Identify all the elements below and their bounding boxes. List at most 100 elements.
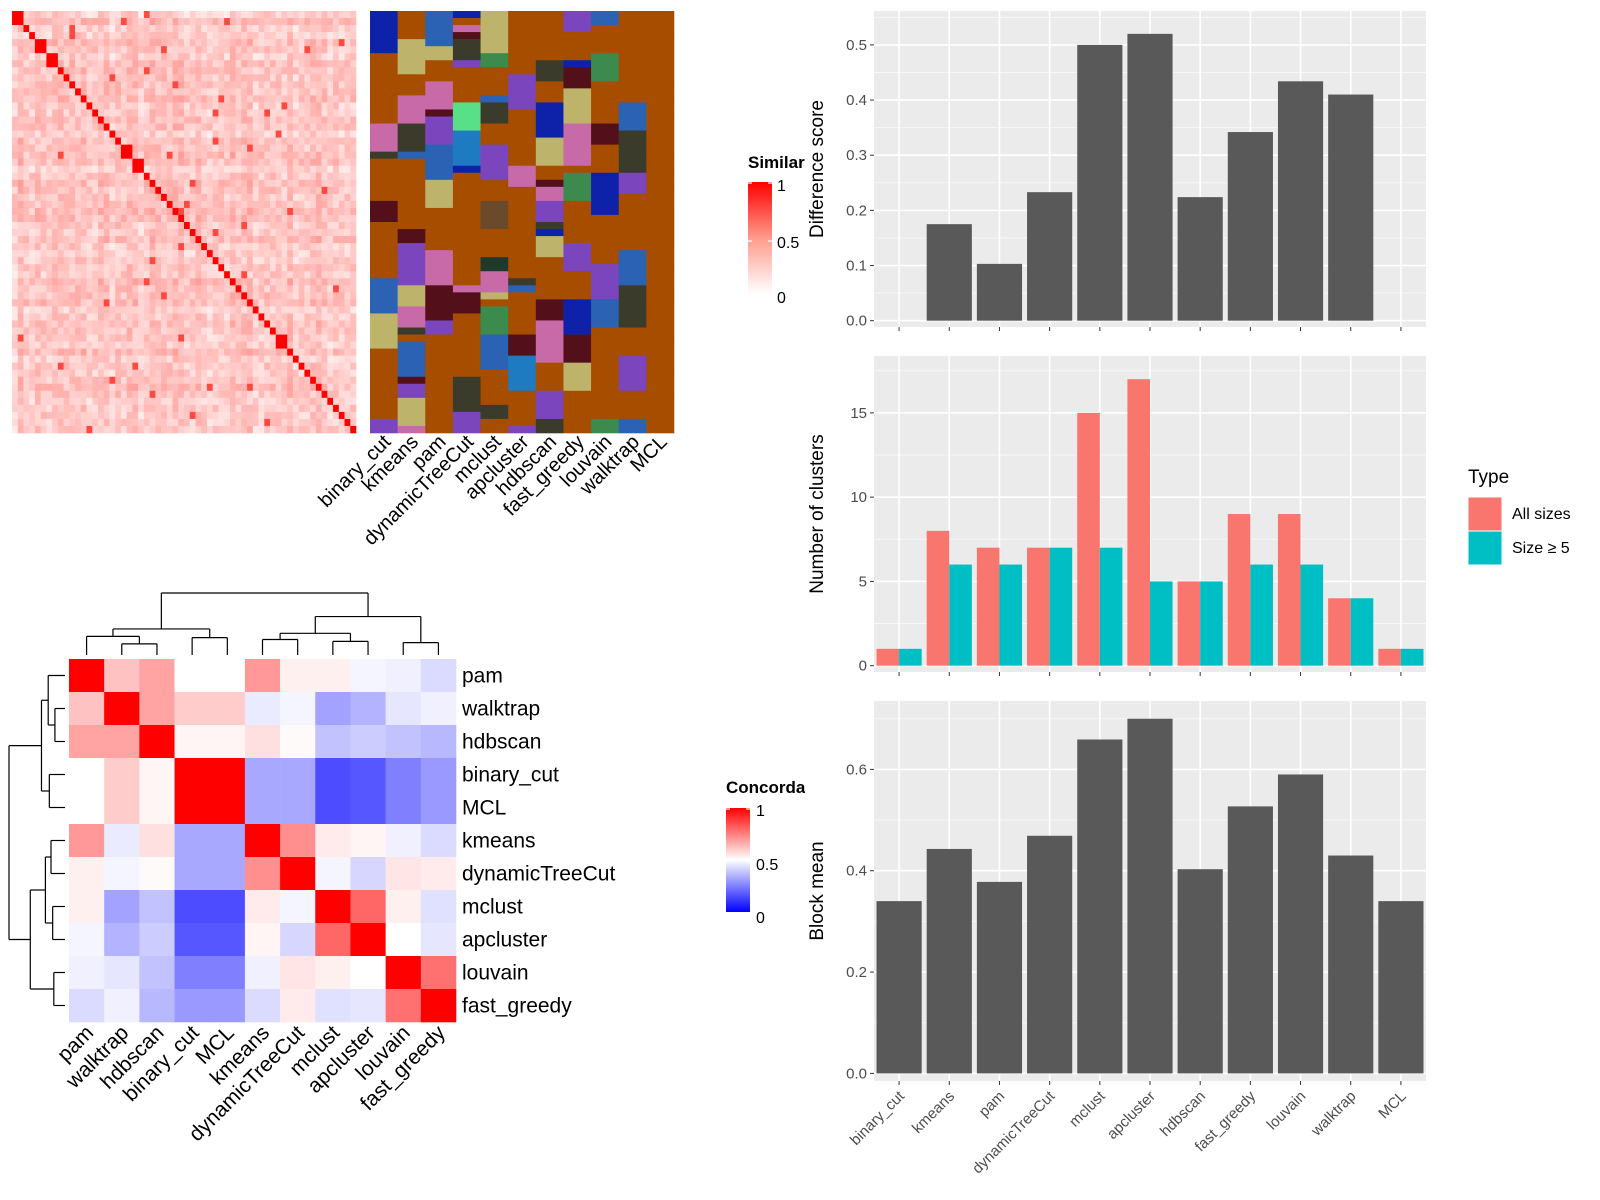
similarity-cell xyxy=(155,186,162,195)
similarity-cell xyxy=(57,348,64,356)
similarity-cell xyxy=(69,46,76,54)
similarity-cell xyxy=(258,222,265,230)
similarity-cell xyxy=(304,236,311,244)
similarity-cell xyxy=(115,285,122,293)
similarity-cell xyxy=(172,186,179,195)
similarity-cell xyxy=(315,18,322,26)
similarity-cell xyxy=(143,264,150,272)
similarity-cell xyxy=(298,186,305,195)
similarity-cell xyxy=(201,116,208,124)
similarity-cell xyxy=(86,74,93,82)
similarity-cell xyxy=(80,186,87,195)
similarity-cell xyxy=(86,130,93,138)
similarity-cell xyxy=(304,425,311,434)
similarity-cell xyxy=(252,95,259,103)
similarity-cell xyxy=(327,271,334,279)
similarity-cell xyxy=(132,334,139,342)
similarity-cell xyxy=(218,200,225,209)
bar-all-sizes xyxy=(1077,412,1100,666)
similarity-cell xyxy=(281,88,288,96)
similarity-cell xyxy=(138,158,145,167)
similarity-cell xyxy=(275,102,282,110)
similarity-cell xyxy=(86,362,93,370)
similarity-cell xyxy=(270,144,277,152)
similarity-cell xyxy=(338,151,345,159)
bar-all-sizes xyxy=(1177,581,1201,666)
similarity-cell xyxy=(321,18,328,26)
similarity-cell xyxy=(258,172,265,181)
similarity-cell xyxy=(327,390,334,399)
similarity-cell xyxy=(161,327,168,335)
similarity-cell xyxy=(201,193,208,202)
similarity-cell xyxy=(46,137,53,145)
similarity-cell xyxy=(212,369,219,378)
similarity-cell xyxy=(34,81,41,89)
similarity-cell xyxy=(126,257,133,265)
similarity-cell xyxy=(304,285,311,293)
similarity-cell xyxy=(344,306,351,314)
similarity-cell xyxy=(241,39,248,47)
similarity-cell xyxy=(212,102,219,110)
similarity-cell xyxy=(270,278,277,286)
similarity-cell xyxy=(12,320,19,328)
similarity-cell xyxy=(287,278,294,286)
similarity-cell xyxy=(103,334,110,342)
similarity-cell xyxy=(17,116,24,124)
similarity-cell xyxy=(229,292,236,300)
similarity-cell xyxy=(189,390,196,399)
similarity-cell xyxy=(23,144,30,152)
similarity-cell xyxy=(229,144,236,152)
similarity-cell xyxy=(350,236,357,244)
similarity-cell xyxy=(247,397,254,406)
similarity-cell xyxy=(98,207,105,216)
similarity-cell xyxy=(166,165,173,174)
similarity-cell xyxy=(333,222,340,230)
similarity-cell xyxy=(189,74,196,82)
similarity-cell xyxy=(235,11,242,19)
similarity-cell xyxy=(138,11,145,19)
similarity-cell xyxy=(120,362,127,370)
similarity-cell xyxy=(34,271,41,279)
similarity-cell xyxy=(344,207,351,216)
similarity-cell xyxy=(120,81,127,89)
similarity-cell xyxy=(178,306,185,314)
membership-cell xyxy=(397,376,426,385)
similarity-cell xyxy=(315,179,322,188)
similarity-cell xyxy=(350,158,357,167)
similarity-cell xyxy=(120,25,127,33)
similarity-cell xyxy=(201,285,208,293)
bar-size-ge-5 xyxy=(949,564,972,666)
similarity-cell xyxy=(184,165,191,174)
similarity-cell xyxy=(315,137,322,145)
legend-label-size-ge-5: Size ≥ 5 xyxy=(1512,540,1570,557)
similarity-cell xyxy=(34,60,41,68)
similarity-cell xyxy=(161,18,168,26)
similarity-cell xyxy=(189,172,196,181)
similarity-cell xyxy=(172,130,179,138)
similarity-cell xyxy=(34,306,41,314)
membership-cell xyxy=(480,292,509,300)
similarity-cell xyxy=(115,306,122,314)
similarity-cell xyxy=(161,257,168,265)
similarity-cell xyxy=(258,158,265,167)
similarity-cell xyxy=(126,250,133,258)
similarity-cell xyxy=(218,376,225,385)
similarity-cell xyxy=(23,123,30,131)
similarity-cell xyxy=(344,383,351,392)
similarity-cell xyxy=(98,81,105,89)
similarity-cell xyxy=(29,404,36,413)
similarity-cell xyxy=(350,334,357,342)
similarity-cell xyxy=(235,292,242,300)
similarity-cell xyxy=(92,179,99,188)
similarity-cell xyxy=(120,369,127,378)
similarity-cell xyxy=(241,165,248,174)
concordance-cell xyxy=(139,758,175,792)
similarity-cell xyxy=(143,229,150,237)
similarity-cell xyxy=(333,74,340,82)
similarity-cell xyxy=(172,207,179,216)
similarity-cell xyxy=(138,383,145,392)
similarity-cell xyxy=(166,123,173,131)
similarity-cell xyxy=(63,102,70,110)
similarity-cell xyxy=(201,11,208,19)
similarity-cell xyxy=(184,397,191,406)
